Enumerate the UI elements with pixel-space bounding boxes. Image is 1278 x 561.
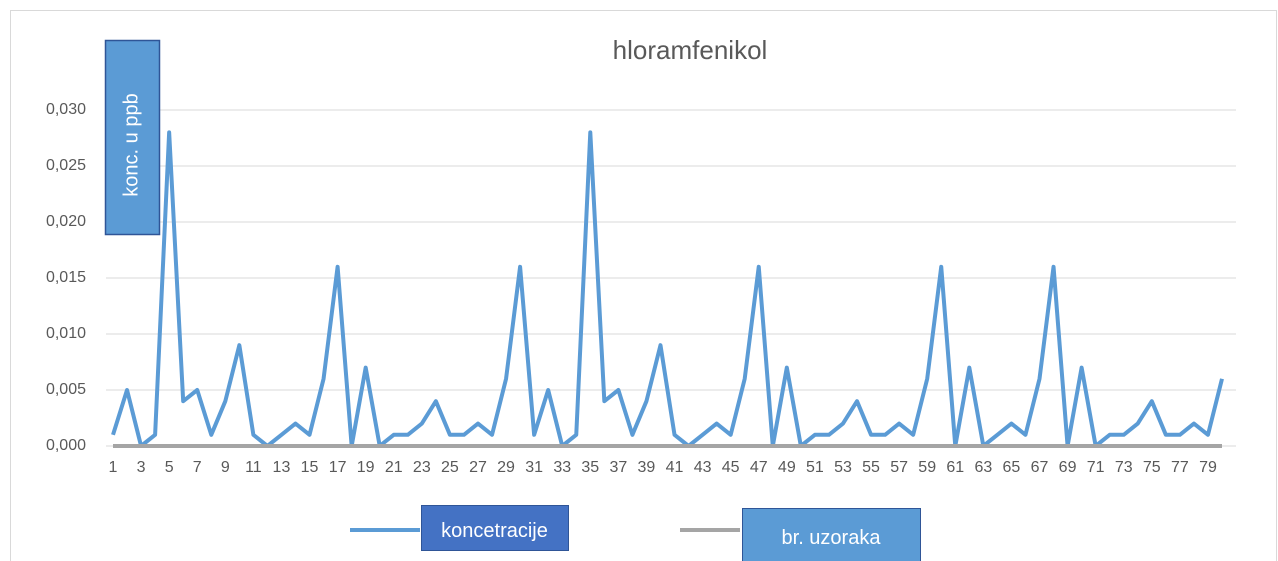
x-tick-label: 65 [1003,459,1021,476]
x-tick-label: 75 [1143,459,1161,476]
x-tick-label: 33 [553,459,571,476]
x-tick-label: 49 [778,459,796,476]
x-tick-label: 63 [974,459,992,476]
x-tick-label: 7 [193,459,202,476]
x-tick-label: 13 [273,459,291,476]
x-tick-label: 59 [918,459,936,476]
x-tick-label: 51 [806,459,824,476]
x-tick-label: 69 [1059,459,1077,476]
x-tick-label: 5 [165,459,174,476]
y-tick-label: 0,015 [46,269,86,286]
legend-label: br. uzoraka [782,527,882,549]
x-tick-label: 3 [137,459,146,476]
x-tick-label: 37 [609,459,627,476]
x-tick-label: 11 [245,459,262,476]
x-tick-label: 77 [1171,459,1189,476]
chart-frame [10,10,1277,561]
x-tick-label: 31 [525,459,543,476]
x-tick-label: 1 [109,459,118,476]
y-tick-label: 0,000 [46,437,86,454]
x-tick-label: 27 [469,459,487,476]
legend-box [421,505,569,551]
x-tick-label: 39 [638,459,656,476]
legend-label: koncetracije [441,520,548,542]
x-tick-label: 47 [750,459,768,476]
legend-box [742,508,921,561]
x-tick-label: 17 [329,459,347,476]
y-tick-label: 0,010 [46,325,86,342]
x-tick-label: 71 [1087,459,1105,476]
x-tick-label: 19 [357,459,375,476]
y-tick-label: 0,025 [46,157,86,174]
x-tick-label: 43 [694,459,712,476]
x-tick-label: 53 [834,459,852,476]
x-tick-label: 9 [221,459,230,476]
chart-title: hloramfenikol [613,35,768,65]
y-axis-label: konc. u ppb [120,93,142,196]
y-tick-label: 0,030 [46,101,86,118]
x-tick-label: 79 [1199,459,1217,476]
x-tick-label: 21 [385,459,403,476]
y-tick-label: 0,020 [46,213,86,230]
y-tick-label: 0,005 [46,381,86,398]
x-tick-label: 29 [497,459,515,476]
y-label-box [104,39,161,236]
x-tick-label: 15 [301,459,319,476]
x-tick-label: 23 [413,459,431,476]
x-tick-label: 61 [946,459,964,476]
x-tick-label: 55 [862,459,880,476]
x-tick-label: 67 [1031,459,1049,476]
x-tick-label: 41 [666,459,684,476]
x-tick-label: 73 [1115,459,1133,476]
x-tick-label: 35 [581,459,599,476]
series-line [111,130,1224,448]
x-tick-label: 57 [890,459,908,476]
x-tick-label: 45 [722,459,740,476]
x-tick-label: 25 [441,459,459,476]
